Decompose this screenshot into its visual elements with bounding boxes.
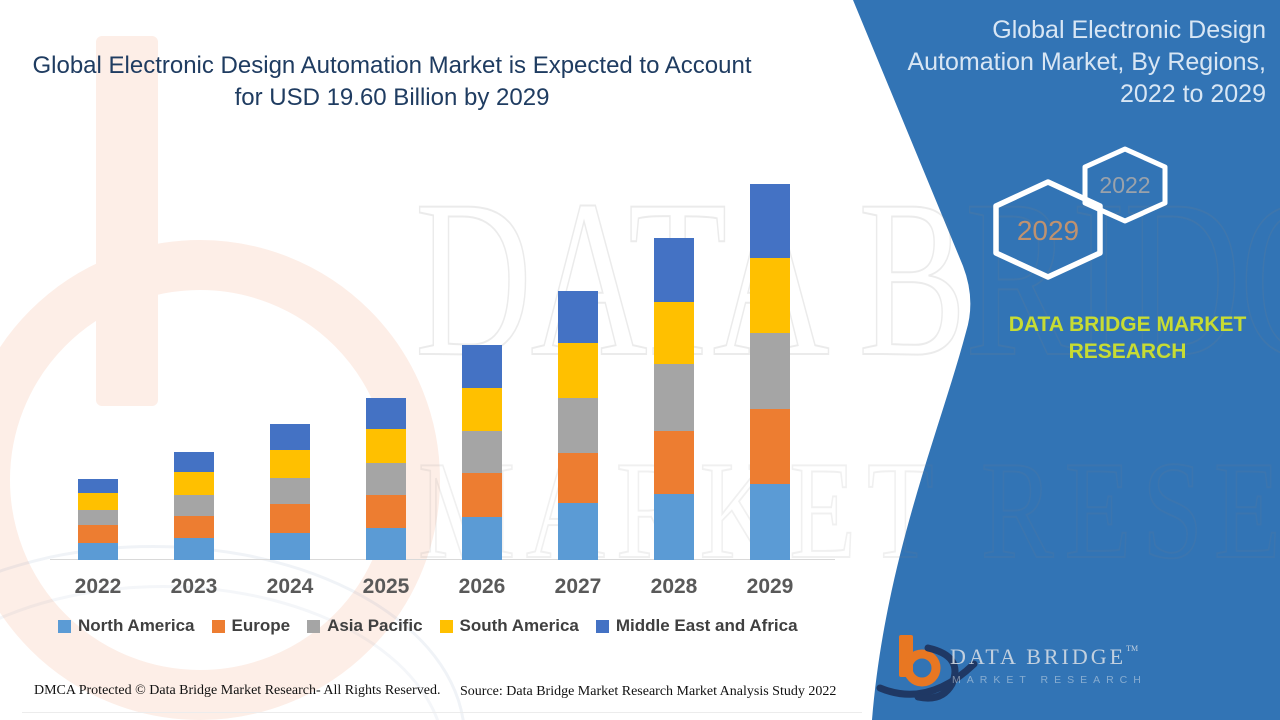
footer-source: Source: Data Bridge Market Research Mark… <box>460 684 837 699</box>
bar-2028 <box>654 238 694 560</box>
bar-2027 <box>558 291 598 560</box>
bar-segment-north-america-2022 <box>78 543 118 560</box>
hexagon-2029-icon <box>993 179 1103 280</box>
legend-swatch-north-america <box>58 619 71 633</box>
chart-legend: North America Europe Asia Pacific South Ame… <box>58 616 848 636</box>
bar-segment-south-america-2029 <box>750 258 790 333</box>
bar-segment-south-america-2026 <box>462 388 502 431</box>
bar-segment-europe-2026 <box>462 473 502 517</box>
x-axis-line <box>50 559 835 560</box>
x-label-2029: 2029 <box>746 575 794 598</box>
bar-segment-south-america-2022 <box>78 493 118 510</box>
bar-segment-asia-pacific-2022 <box>78 510 118 525</box>
year-hexagons: 2022 2029 <box>993 146 1168 280</box>
logo-name-text: DATA BRIDGE <box>950 644 1127 669</box>
legend-swatch-middle-east-and-africa <box>595 619 609 633</box>
bar-segment-north-america-2023 <box>174 538 214 560</box>
bar-segment-north-america-2026 <box>462 517 502 560</box>
hexagon-2029-label: 2029 <box>1017 215 1079 246</box>
bar-segment-south-america-2028 <box>654 302 694 364</box>
bar-2026 <box>462 345 502 560</box>
bar-segment-middle-east-and-africa-2023 <box>174 452 214 472</box>
bar-segment-north-america-2024 <box>270 533 310 560</box>
logo-name: DATA BRIDGETM <box>950 644 1138 670</box>
legend-item-north-america: North America <box>58 616 195 636</box>
panel-heading-line2: Automation Market, By Regions, <box>907 48 1267 76</box>
bar-segment-middle-east-and-africa-2024 <box>270 424 310 450</box>
legend-swatch-europe <box>211 619 225 633</box>
logo-tm: TM <box>1126 644 1139 653</box>
footer-rule <box>22 712 862 713</box>
legend-label-north-america: North America <box>78 616 195 635</box>
x-label-2022: 2022 <box>74 575 122 598</box>
x-label-2027: 2027 <box>554 575 602 598</box>
databridge-logo-icon <box>876 635 978 702</box>
legend-label-europe: Europe <box>231 616 291 635</box>
bar-segment-north-america-2027 <box>558 503 598 560</box>
bar-segment-asia-pacific-2028 <box>654 364 694 431</box>
hexagon-2022-label: 2022 <box>1099 172 1150 198</box>
chart-title-line1: Global Electronic Design Automation Mark… <box>32 52 752 79</box>
bar-2029 <box>750 184 790 560</box>
bar-segment-middle-east-and-africa-2029 <box>750 184 790 258</box>
bar-segment-south-america-2025 <box>366 429 406 463</box>
bar-segment-europe-2027 <box>558 453 598 503</box>
bar-segment-asia-pacific-2025 <box>366 463 406 495</box>
bar-segment-asia-pacific-2029 <box>750 333 790 409</box>
bar-2025 <box>366 398 406 560</box>
panel-heading: Global Electronic Design Automation Mark… <box>836 14 1267 110</box>
bar-segment-europe-2028 <box>654 431 694 494</box>
bar-2024 <box>270 424 310 560</box>
panel-heading-line1: Global Electronic Design <box>992 16 1266 44</box>
legend-label-asia-pacific: Asia Pacific <box>327 616 423 635</box>
bar-segment-asia-pacific-2023 <box>174 495 214 516</box>
hexagon-2022-icon <box>1082 146 1168 224</box>
bar-2023 <box>174 452 214 560</box>
logo-subtitle: MARKET RESEARCH <box>952 674 1147 686</box>
bar-segment-europe-2029 <box>750 409 790 484</box>
x-label-2024: 2024 <box>266 575 314 598</box>
panel-heading-line3: 2022 to 2029 <box>1120 80 1266 108</box>
brand-text-line2: RESEARCH <box>1068 340 1187 363</box>
chart-title: Global Electronic Design Automation Mark… <box>18 50 766 114</box>
bar-segment-north-america-2028 <box>654 494 694 560</box>
bar-segment-europe-2024 <box>270 504 310 533</box>
bar-segment-europe-2022 <box>78 525 118 543</box>
legend-item-south-america: South America <box>439 616 579 636</box>
legend-swatch-asia-pacific <box>307 619 321 633</box>
legend-label-middle-east-and-africa: Middle East and Africa <box>615 616 798 635</box>
legend-item-middle-east-and-africa: Middle East and Africa <box>595 616 798 636</box>
bar-segment-europe-2025 <box>366 495 406 528</box>
footer-dmca: DMCA Protected © Data Bridge Market Rese… <box>34 683 441 698</box>
x-label-2026: 2026 <box>458 575 506 598</box>
bar-segment-asia-pacific-2026 <box>462 431 502 473</box>
bar-segment-middle-east-and-africa-2025 <box>366 398 406 429</box>
bar-segment-north-america-2029 <box>750 484 790 560</box>
legend-item-europe: Europe <box>211 616 291 636</box>
bar-segment-asia-pacific-2024 <box>270 478 310 504</box>
bar-segment-middle-east-and-africa-2022 <box>78 479 118 493</box>
bar-segment-south-america-2027 <box>558 343 598 398</box>
bar-segment-europe-2023 <box>174 516 214 538</box>
legend-item-asia-pacific: Asia Pacific <box>307 616 423 636</box>
brand-text-line1: DATA BRIDGE MARKET <box>1008 313 1247 336</box>
bar-segment-north-america-2025 <box>366 528 406 560</box>
legend-label-south-america: South America <box>459 616 579 635</box>
bar-segment-south-america-2023 <box>174 472 214 495</box>
legend-swatch-south-america <box>439 619 453 633</box>
chart-title-line2: for USD 19.60 Billion by 2029 <box>234 84 550 111</box>
brand-text: DATA BRIDGE MARKET RESEARCH <box>985 311 1270 365</box>
bar-segment-middle-east-and-africa-2027 <box>558 291 598 343</box>
bar-segment-middle-east-and-africa-2026 <box>462 345 502 388</box>
x-label-2023: 2023 <box>170 575 218 598</box>
bar-2022 <box>78 479 118 560</box>
bar-segment-asia-pacific-2027 <box>558 398 598 453</box>
bar-segment-middle-east-and-africa-2028 <box>654 238 694 302</box>
plot-area: 2022 2023 2024 2025 2026 2027 2028 2029 <box>50 184 835 598</box>
x-label-2025: 2025 <box>362 575 410 598</box>
x-label-2028: 2028 <box>650 575 698 598</box>
bar-segment-south-america-2024 <box>270 450 310 478</box>
